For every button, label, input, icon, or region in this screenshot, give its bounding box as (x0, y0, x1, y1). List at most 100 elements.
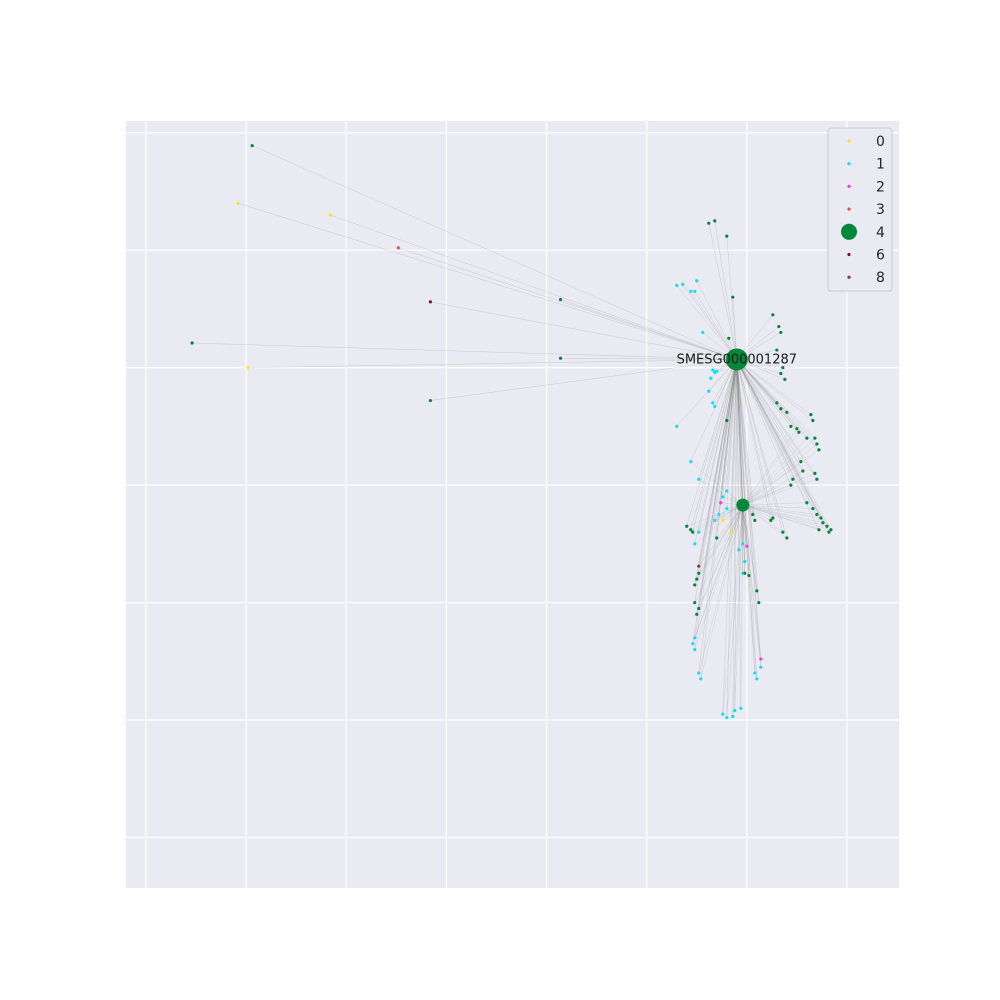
network-edge (734, 505, 743, 711)
network-edge (742, 443, 818, 506)
network-edge (736, 359, 804, 472)
network-edge (690, 461, 743, 506)
network-edge (736, 359, 820, 530)
node-class-4 (707, 221, 711, 225)
node-class-0 (721, 518, 725, 522)
network-edge (736, 359, 808, 503)
node-class-8 (697, 564, 701, 568)
network-edge (742, 504, 817, 515)
network-edge (430, 359, 737, 401)
network-edge (742, 504, 787, 539)
node-class-4 (813, 471, 817, 475)
legend-marker-2 (847, 184, 851, 188)
node-class-4 (785, 410, 789, 414)
node-class-4 (779, 371, 783, 376)
node-class-4 (791, 477, 795, 481)
node-class-1 (697, 671, 701, 675)
network-edge (700, 359, 737, 679)
network-edge (714, 220, 737, 360)
node-class-4 (725, 418, 729, 423)
node-class-4 (809, 413, 813, 417)
network-edge (742, 505, 755, 674)
network-edge (694, 359, 737, 650)
legend-label-2: 2 (876, 179, 885, 195)
network-edge (722, 359, 737, 715)
node-class-1 (721, 712, 725, 716)
network-edge (742, 473, 815, 506)
network-edge (238, 203, 737, 360)
network-edge (742, 505, 759, 603)
network-edge (696, 505, 743, 615)
network-edge (736, 359, 755, 674)
node-class-6 (428, 300, 432, 304)
network-edge (698, 504, 743, 533)
network-edge (696, 504, 743, 580)
node-class-2 (759, 657, 763, 661)
node-class-4 (795, 427, 799, 431)
legend-label-3: 3 (876, 202, 885, 218)
node-class-4 (781, 366, 785, 370)
network-edge (694, 504, 743, 586)
grid-lines (126, 121, 899, 888)
node-class-3 (396, 246, 400, 250)
network-edge (738, 505, 743, 550)
node-class-4 (811, 418, 815, 423)
node-class-4 (695, 612, 699, 616)
network-edge (736, 359, 802, 462)
network-edge (736, 359, 761, 659)
node-class-1 (753, 671, 757, 675)
node-class-4 (775, 401, 779, 405)
network-edge (736, 359, 830, 533)
network-edge (742, 479, 793, 506)
network-edge (742, 504, 823, 523)
network-edge (742, 502, 807, 506)
node-class-1 (743, 559, 747, 564)
legend-label-0: 0 (876, 134, 885, 150)
node-class-4 (813, 436, 817, 440)
node-class-1 (711, 401, 715, 405)
node-class-4 (789, 424, 793, 428)
network-edge (736, 359, 818, 515)
network-edge (694, 505, 743, 650)
node-class-4 (777, 324, 781, 329)
node-class-4 (799, 460, 803, 464)
network-edge (736, 359, 739, 550)
legend-marker-6 (847, 252, 851, 257)
node-class-4 (817, 528, 821, 532)
network-edge (736, 359, 755, 521)
network-edge (708, 223, 737, 360)
network-edge (698, 359, 737, 533)
legend-marker-1 (847, 162, 851, 166)
network-edge (694, 359, 737, 603)
network-edge (694, 291, 737, 360)
node-class-0 (236, 201, 240, 205)
network-edge (682, 284, 737, 360)
node-class-4 (685, 524, 689, 528)
network-edge (742, 461, 801, 506)
network-edge (742, 504, 827, 527)
network-edge (736, 359, 798, 429)
network-edge (698, 505, 743, 674)
network-edge (736, 359, 808, 439)
network-edge (700, 505, 743, 679)
legend-marker-0 (847, 139, 851, 143)
hub-node-label: SMESG000001287 (677, 352, 797, 367)
node-class-4 (785, 536, 789, 540)
node-class-4 (428, 398, 432, 403)
network-edge (736, 359, 781, 409)
node-class-1 (711, 368, 715, 372)
node-class-1 (701, 330, 705, 335)
node-class-4 (769, 518, 773, 522)
network-edge (736, 359, 800, 433)
network-edge (694, 505, 743, 638)
network-edge (742, 505, 747, 547)
node-class-4 (693, 600, 697, 605)
network-edge (676, 285, 737, 360)
network-edge (694, 359, 737, 585)
network-edge (736, 359, 824, 523)
network-edge (736, 359, 822, 519)
node-class-2 (745, 544, 749, 548)
node-class-4 (757, 600, 761, 605)
node-class-1 (737, 548, 741, 552)
network-edge (736, 359, 811, 415)
